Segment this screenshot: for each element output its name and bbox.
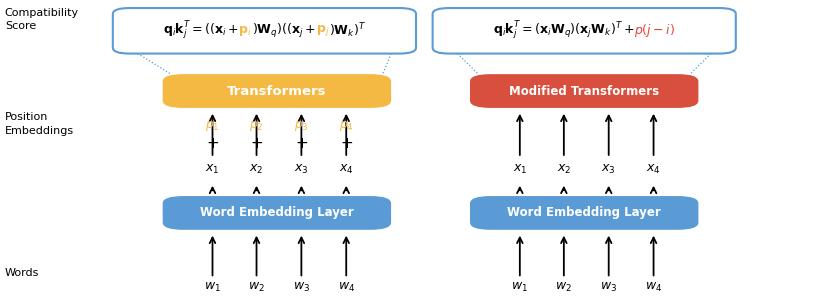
Text: $\mathit{x}_4$: $\mathit{x}_4$ [339,163,354,176]
Text: Words: Words [5,268,39,278]
FancyBboxPatch shape [433,8,735,54]
Text: $w_3$: $w_3$ [293,281,310,294]
Text: $+$: $+$ [339,136,353,151]
Text: $w_1$: $w_1$ [204,281,221,294]
Text: $\mathit{x}_3$: $\mathit{x}_3$ [294,163,309,176]
Text: $\mathit{x}_1$: $\mathit{x}_1$ [206,163,220,176]
Text: $\mathbf{q}_i\mathbf{k}_j^T = (\mathbf{x}_i\mathbf{W}_q)(\mathbf{x}_j\mathbf{W}_: $\mathbf{q}_i\mathbf{k}_j^T = (\mathbf{x… [493,20,635,42]
Text: $\mathit{x}_3$: $\mathit{x}_3$ [602,163,616,176]
FancyBboxPatch shape [470,196,698,230]
Text: $p_4$: $p_4$ [339,118,354,133]
Text: $w_4$: $w_4$ [645,281,662,294]
Text: $+$: $+$ [250,136,263,151]
Text: $\mathit{x}_2$: $\mathit{x}_2$ [250,163,264,176]
FancyBboxPatch shape [163,74,391,108]
FancyBboxPatch shape [113,8,416,54]
Text: $\mathit{x}_1$: $\mathit{x}_1$ [513,163,527,176]
Text: Position
Embeddings: Position Embeddings [5,112,74,136]
Text: $w_4$: $w_4$ [338,281,354,294]
Text: $)\mathbf{W}_k)^T$: $)\mathbf{W}_k)^T$ [329,21,366,40]
Text: $+$: $+$ [206,136,219,151]
Text: Modified Transformers: Modified Transformers [509,85,659,97]
Text: $p_1$: $p_1$ [206,118,220,133]
Text: $p_3$: $p_3$ [294,118,309,133]
Text: Word Embedding Layer: Word Embedding Layer [200,206,354,219]
Text: $\mathbf{q}_i\mathbf{k}_j^T = ((\mathbf{x}_i + $: $\mathbf{q}_i\mathbf{k}_j^T = ((\mathbf{… [162,20,238,42]
Text: $w_2$: $w_2$ [248,281,265,294]
Text: $\mathbf{p}_i$: $\mathbf{p}_i$ [238,24,252,38]
Text: $w_2$: $w_2$ [556,281,572,294]
Text: $p_2$: $p_2$ [250,118,264,133]
Text: $\mathbf{p}_j$: $\mathbf{p}_j$ [315,23,329,38]
Text: $\mathit{x}_4$: $\mathit{x}_4$ [646,163,661,176]
FancyBboxPatch shape [470,74,698,108]
Text: Word Embedding Layer: Word Embedding Layer [508,206,661,219]
Text: $)\mathbf{W}_q)((\mathbf{x}_j + $: $)\mathbf{W}_q)((\mathbf{x}_j + $ [252,22,315,40]
Text: $+$: $+$ [295,136,308,151]
Text: Transformers: Transformers [227,85,327,97]
Text: $w_1$: $w_1$ [512,281,528,294]
Text: $p(j-i)$: $p(j-i)$ [635,22,676,39]
Text: Compatibility
Score: Compatibility Score [5,8,79,31]
Text: $w_3$: $w_3$ [600,281,617,294]
FancyBboxPatch shape [163,196,391,230]
Text: $\mathit{x}_2$: $\mathit{x}_2$ [557,163,571,176]
